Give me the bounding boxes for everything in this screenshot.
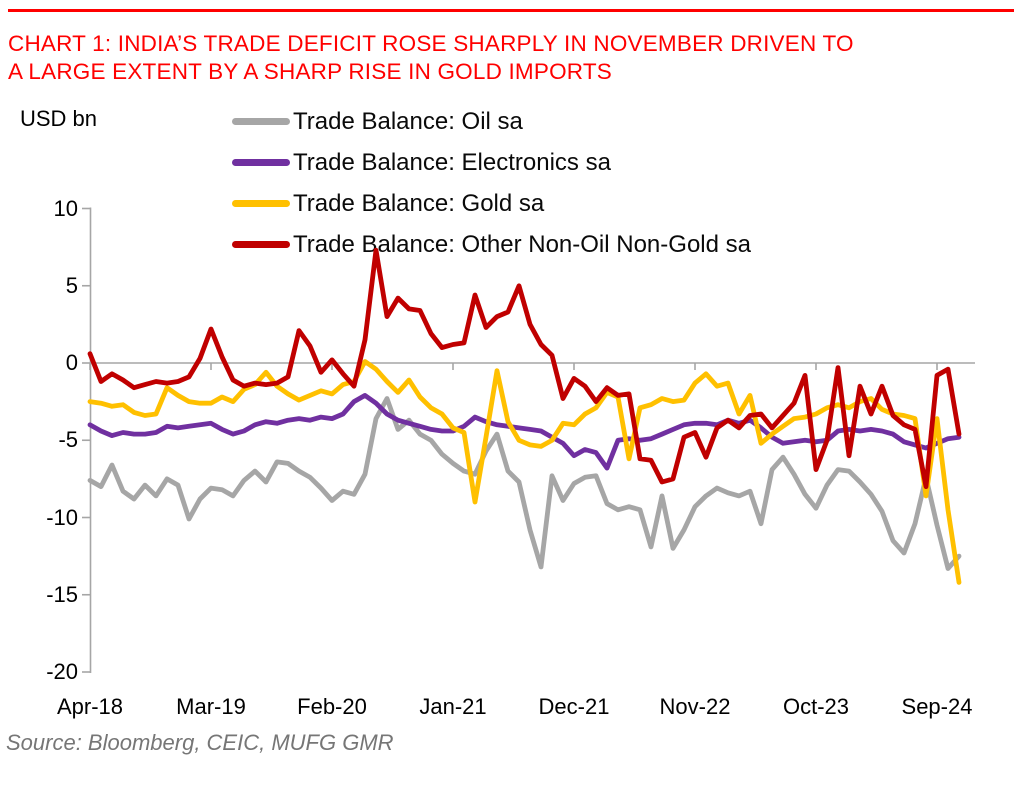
y-tick-label: -20	[46, 659, 78, 684]
y-tick-label: -5	[58, 427, 78, 453]
chart-title-line-1: CHART 1: INDIA’S TRADE DEFICIT ROSE SHAR…	[8, 31, 854, 56]
chart-title: CHART 1: INDIA’S TRADE DEFICIT ROSE SHAR…	[8, 30, 1018, 86]
legend-swatch-oil	[232, 118, 290, 125]
legend-item-electronics: Trade Balance: Electronics sa	[232, 142, 751, 183]
x-tick-label: Apr-18	[56, 694, 124, 719]
x-tick-label: Dec-21	[538, 694, 610, 719]
x-tick-label: Sep-24	[901, 694, 973, 719]
x-tick-label: Nov-22	[659, 694, 731, 719]
y-tick-label: 10	[53, 195, 78, 221]
series-line-3	[87, 247, 962, 490]
source-note: Source: Bloomberg, CEIC, MUFG GMR	[6, 730, 394, 755]
y-tick-label: -15	[46, 581, 78, 607]
legend-swatch-gold	[232, 200, 290, 207]
legend-label-other: Trade Balance: Other Non-Oil Non-Gold sa	[293, 230, 751, 258]
legend-item-oil: Trade Balance: Oil sa	[232, 101, 751, 142]
chart-legend: Trade Balance: Oil sa Trade Balance: Ele…	[232, 101, 751, 265]
legend-label-oil: Trade Balance: Oil sa	[293, 107, 523, 135]
series-line-0	[87, 396, 962, 571]
header-rule	[8, 9, 1014, 12]
y-tick-label: -10	[46, 504, 78, 530]
y-tick-label: 5	[65, 272, 78, 298]
y-axis-unit-label: USD bn	[20, 106, 98, 131]
legend-swatch-electronics	[232, 159, 290, 166]
y-tick-label: 0	[65, 350, 78, 375]
x-tick-label: Mar-19	[176, 694, 246, 719]
legend-item-gold: Trade Balance: Gold sa	[232, 183, 751, 224]
x-tick-label: Oct-23	[782, 694, 850, 719]
legend-label-electronics: Trade Balance: Electronics sa	[293, 148, 611, 176]
x-tick-label: Jan-21	[419, 694, 487, 719]
legend-item-other: Trade Balance: Other Non-Oil Non-Gold sa	[232, 224, 751, 265]
x-tick-label: Feb-20	[297, 694, 367, 719]
legend-label-gold: Trade Balance: Gold sa	[293, 189, 545, 217]
series-line-2	[87, 359, 962, 585]
chart-title-line-2: A LARGE EXTENT BY A SHARP RISE IN GOLD I…	[8, 59, 612, 84]
legend-swatch-other	[232, 241, 290, 248]
